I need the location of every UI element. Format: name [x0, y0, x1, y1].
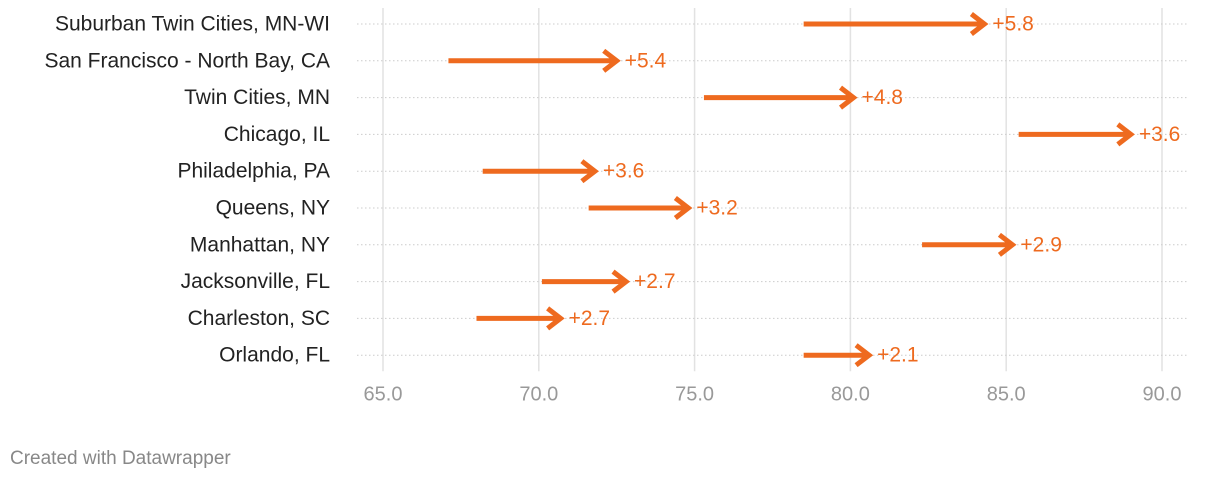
value-label: +5.8: [992, 13, 1033, 36]
category-label: Queens, NY: [216, 197, 330, 220]
arrow: [476, 306, 565, 331]
category-label: Charleston, SC: [188, 307, 330, 330]
value-label: +2.7: [569, 307, 610, 330]
arrow: [448, 48, 621, 73]
arrow: [703, 85, 858, 110]
x-tick-label: 90.0: [1143, 383, 1182, 405]
category-label: Orlando, FL: [219, 344, 330, 367]
category-label: Chicago, IL: [224, 123, 330, 146]
value-label: +3.6: [1139, 123, 1180, 146]
x-tick-label: 80.0: [831, 383, 870, 405]
arrow: [803, 343, 874, 368]
value-label: +3.2: [696, 197, 737, 220]
credit: Created with Datawrapper: [10, 448, 231, 469]
category-label: Twin Cities, MN: [184, 86, 330, 109]
arrow: [482, 159, 599, 184]
category-label: Suburban Twin Cities, MN-WI: [55, 13, 330, 36]
category-label: Manhattan, NY: [190, 233, 330, 256]
x-tick-label: 70.0: [519, 383, 558, 405]
value-label: +2.9: [1020, 233, 1061, 256]
x-tick-label: 75.0: [675, 383, 714, 405]
value-label: +2.1: [877, 344, 918, 367]
value-label: +3.6: [603, 160, 644, 183]
value-label: +2.7: [634, 270, 675, 293]
value-label: +5.4: [625, 49, 667, 72]
x-tick-label: 85.0: [987, 383, 1026, 405]
value-label: +4.8: [862, 86, 903, 109]
category-label: Jacksonville, FL: [181, 270, 330, 293]
category-label: Philadelphia, PA: [177, 160, 330, 183]
category-label: San Francisco - North Bay, CA: [44, 49, 330, 72]
arrow: [1018, 122, 1135, 147]
arrow: [588, 196, 693, 220]
arrow: [541, 269, 631, 294]
x-tick-label: 65.0: [364, 383, 403, 405]
arrow: [803, 12, 989, 36]
arrow: [922, 232, 1017, 257]
